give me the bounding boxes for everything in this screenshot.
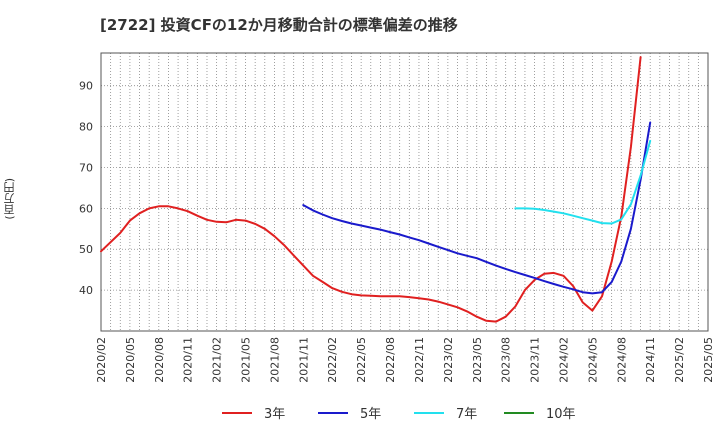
y-tick-label: 80 [79,121,93,134]
y-tick-label: 50 [79,243,93,256]
legend-label: 10年 [546,407,576,422]
x-tick-label: 2025/02 [673,337,686,383]
plot-area-frame [100,52,709,332]
y-tick-label: 40 [79,284,93,297]
x-tick-label: 2020/11 [182,337,195,383]
x-tick-label: 2020/02 [95,337,108,383]
series-line-5年 [302,121,652,295]
x-tick-label: 2020/05 [124,337,137,383]
x-tick-label: 2020/08 [153,337,166,383]
x-tick-label: 2022/05 [355,337,368,383]
x-tick-label: 2025/05 [702,337,715,383]
series-line-7年 [514,139,652,225]
y-axis: 40 50 60 70 80 90 [79,80,93,297]
x-tick-label: 2021/08 [268,337,281,383]
x-tick-label: 2023/11 [529,337,542,383]
series-lines [100,56,652,323]
x-tick-label: 2022/08 [384,337,397,383]
x-tick-label: 2023/05 [471,337,484,383]
legend-label: 5年 [360,407,381,422]
x-tick-label: 2021/05 [240,337,253,383]
grid [100,53,709,331]
x-axis: 2020/02 2020/05 2020/08 2020/11 2021/02 2021/… [95,337,715,383]
legend: 3年 5年 7年 10年 [222,407,576,422]
x-tick-label: 2021/11 [297,337,310,383]
x-tick-label: 2024/02 [557,337,570,383]
y-tick-label: 60 [79,202,93,215]
x-tick-label: 2024/08 [615,337,628,383]
series-line-3年 [100,56,642,323]
x-tick-label: 2024/05 [586,337,599,383]
y-tick-label: 90 [79,80,93,93]
x-tick-label: 2023/02 [442,337,455,383]
y-tick-label: 70 [79,161,93,174]
x-tick-label: 2022/11 [413,337,426,383]
x-tick-label: 2022/02 [326,337,339,383]
x-tick-label: 2024/11 [644,337,657,383]
legend-label: 3年 [264,407,285,422]
x-tick-label: 2023/08 [500,337,513,383]
x-tick-label: 2021/02 [211,337,224,383]
chart-title: [2722] 投資CFの12か月移動合計の標準偏差の推移 [100,16,458,34]
legend-label: 7年 [456,407,477,422]
